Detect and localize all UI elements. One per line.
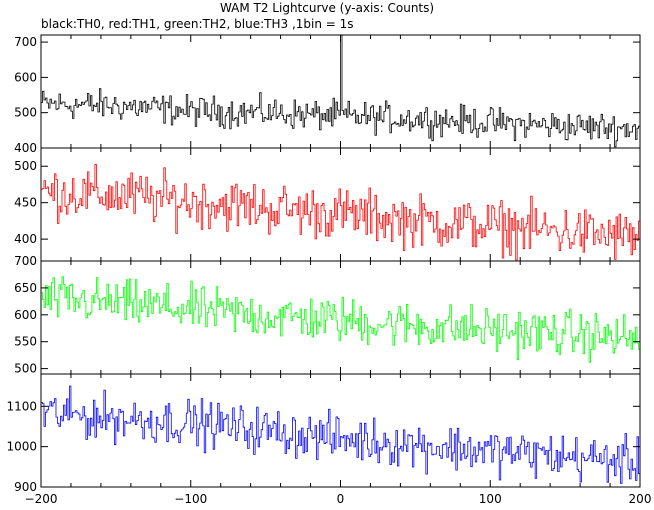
y-tick-label: 450: [14, 196, 37, 210]
panel-th2: 500 550 600 650 700: [14, 254, 641, 376]
y-tick-label: 500: [14, 159, 37, 173]
y-tick-label: 500: [14, 362, 37, 376]
y-tick-label: 900: [14, 480, 37, 494]
x-tick-label: 0: [337, 492, 345, 505]
y-tick-label: 700: [14, 35, 37, 49]
series-th3-line: [41, 385, 640, 484]
x-tick-label: −100: [174, 492, 207, 505]
y-tick-label: 550: [14, 335, 37, 349]
y-tick-label: 1100: [6, 399, 37, 413]
panel-th3: 900 1000 1100: [6, 373, 641, 494]
y-tick-label: 500: [14, 106, 37, 120]
y-tick-label: 400: [14, 141, 37, 155]
y-tick-label: 600: [14, 70, 37, 84]
x-tick-label: −200: [25, 492, 58, 505]
panel-frame: [40, 373, 641, 488]
panel-frame: [40, 260, 641, 375]
panel-th1: 400 450 500: [14, 147, 641, 262]
chart-subtitle: black:TH0, red:TH1, green:TH2, blue:TH3 …: [41, 17, 354, 31]
y-tick-label: 400: [14, 232, 37, 246]
y-tick-label: 650: [14, 281, 37, 295]
series-th1-line: [41, 163, 640, 261]
y-tick-label: 700: [14, 254, 37, 268]
y-tick-label: 1000: [6, 440, 37, 454]
chart-title: WAM T2 Lightcurve (y-axis: Counts): [219, 1, 435, 15]
x-tick-label: 200: [629, 492, 652, 505]
panel-th0: 400 500 600 700: [14, 34, 641, 155]
x-tick-label: 100: [479, 492, 502, 505]
series-th2-line: [41, 276, 640, 363]
y-tick-label: 600: [14, 308, 37, 322]
series-th0-line: [41, 35, 640, 148]
